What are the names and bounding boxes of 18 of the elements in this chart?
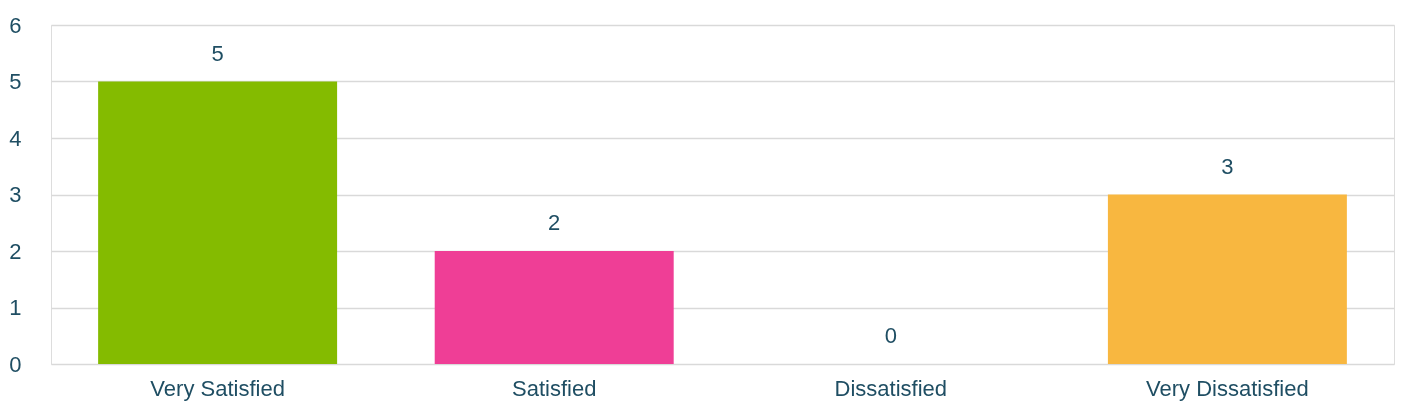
x-tick-label: Satisfied (512, 375, 597, 401)
x-tick-label: Very Satisfied (150, 375, 285, 401)
data-label: 0 (884, 323, 897, 348)
y-tick-label: 0 (9, 351, 22, 377)
bar (1107, 194, 1347, 364)
y-tick-label: 5 (9, 69, 22, 94)
x-tick-label: Very Dissatisfied (1146, 375, 1309, 401)
data-label: 3 (1221, 153, 1234, 179)
bar (434, 251, 674, 364)
y-tick-label: 1 (9, 295, 22, 320)
bar (98, 81, 338, 364)
data-label: 5 (211, 40, 224, 66)
y-tick-label: 3 (9, 182, 22, 207)
x-tick-label: Dissatisfied (834, 375, 948, 401)
y-tick-label: 2 (9, 238, 22, 264)
data-label: 2 (548, 210, 561, 235)
y-tick-label: 6 (9, 12, 22, 38)
y-tick-label: 4 (9, 125, 22, 151)
